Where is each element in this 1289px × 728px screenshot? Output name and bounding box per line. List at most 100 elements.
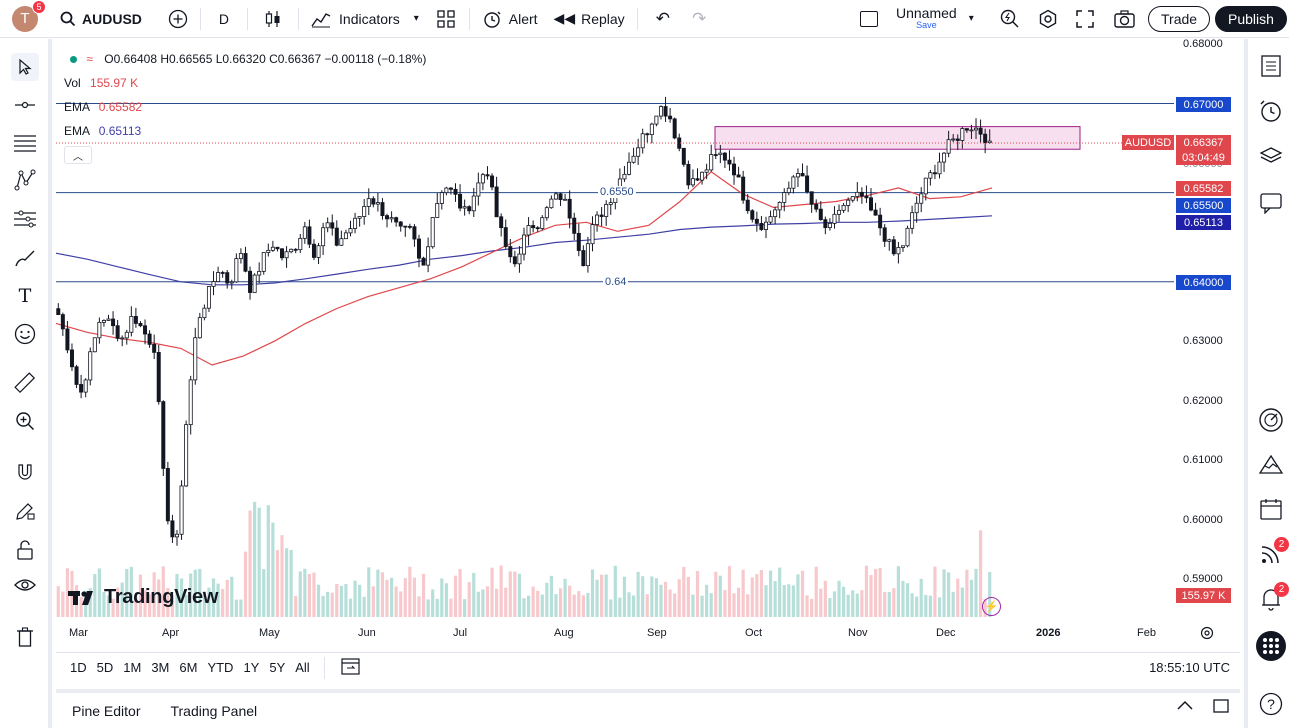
trend-line-tool-button[interactable] (11, 91, 39, 119)
candle-body (343, 232, 348, 240)
volume-bar (554, 594, 558, 617)
alert-button[interactable]: Alert (474, 0, 546, 38)
volume-bar (394, 586, 398, 617)
candle-body (321, 227, 326, 247)
date-range-bar: 1D 5D 1M 3M 6M YTD 1Y 5Y All 18:55:10 UT… (56, 652, 1240, 682)
fullscreen-button[interactable] (1068, 0, 1102, 38)
ema-slow-line[interactable] (55, 215, 993, 286)
emoji-tool-button[interactable] (11, 320, 39, 348)
range-5d-button[interactable]: 5D (96, 660, 114, 675)
candle-body (448, 187, 453, 190)
templates-button[interactable] (427, 0, 465, 38)
indicators-button[interactable]: Indicators ▾ (303, 0, 427, 38)
replay-button[interactable]: ◀◀ Replay (546, 0, 633, 38)
candle-body (681, 147, 686, 165)
undo-button[interactable]: ↶ (642, 0, 684, 38)
trading-panel-tab[interactable]: Trading Panel (170, 702, 258, 719)
user-avatar[interactable]: T 5 (12, 0, 46, 32)
snapshot-button[interactable] (1106, 0, 1143, 38)
time-tick: Jul (453, 627, 468, 639)
notifications-button[interactable]: 2 (1256, 582, 1289, 614)
candle-body (563, 198, 568, 201)
ema-fast-row[interactable]: EMA 0.65582 (64, 100, 142, 114)
data-window-button[interactable] (1256, 142, 1286, 172)
pattern-tool-button[interactable] (11, 166, 39, 194)
volume-bar (755, 574, 759, 617)
chats-button[interactable] (1256, 188, 1286, 218)
trade-button[interactable]: Trade (1148, 6, 1211, 32)
volume-bar (586, 592, 590, 617)
volume-bar (791, 585, 795, 617)
compare-symbol-button[interactable] (160, 0, 196, 38)
panel-expand-button[interactable] (1176, 699, 1194, 714)
collapse-legend-button[interactable]: ︿ (64, 146, 92, 164)
cursor-tool-button[interactable] (11, 53, 39, 81)
candle-body (257, 270, 262, 276)
chart-type-button[interactable] (252, 0, 294, 38)
prediction-tool-button[interactable] (11, 205, 39, 233)
interval-button[interactable]: D (205, 0, 243, 38)
range-1m-button[interactable]: 1M (123, 660, 142, 675)
goto-date-button[interactable] (341, 657, 361, 678)
candle-body (960, 128, 965, 141)
lock-button[interactable] (11, 536, 39, 564)
candle-body (800, 173, 805, 177)
candle-body (640, 133, 645, 149)
candle-body (531, 225, 536, 229)
measure-tool-button[interactable] (11, 369, 39, 397)
volume-bar (947, 572, 951, 617)
lock-drawings-edit-button[interactable] (11, 497, 39, 525)
utc-clock[interactable]: 18:55:10 UTC (1149, 660, 1230, 675)
redo-button[interactable]: ↷ (684, 0, 714, 38)
text-tool-button[interactable]: T (11, 282, 39, 310)
time-tick: Aug (554, 627, 574, 639)
magnet-tool-button[interactable] (11, 458, 39, 486)
settings-button[interactable] (1030, 0, 1066, 38)
scale-settings-button[interactable] (1200, 626, 1214, 643)
ideas-button[interactable] (1256, 449, 1286, 479)
quick-search-button[interactable] (992, 0, 1028, 38)
range-6m-button[interactable]: 6M (179, 660, 198, 675)
candle-body (211, 281, 216, 287)
apps-button[interactable] (1256, 631, 1286, 661)
volume-row[interactable]: Vol 155.97 K (64, 76, 138, 90)
signals-button[interactable]: 2 (1256, 537, 1289, 569)
watchlist-button[interactable] (1256, 51, 1286, 81)
volume-bar (508, 571, 512, 617)
bottom-panel: Pine Editor Trading Panel (56, 689, 1240, 728)
lightning-circle-icon[interactable]: ⚡ (982, 597, 1001, 616)
alerts-panel-button[interactable] (1256, 96, 1286, 126)
ema-slow-row[interactable]: EMA 0.65113 (64, 124, 141, 138)
zone-rectangle[interactable] (714, 126, 1081, 150)
svg-text:?: ? (1267, 696, 1275, 712)
candle-body (503, 227, 508, 247)
range-3m-button[interactable]: 3M (151, 660, 170, 675)
price-tick: 0.62000 (1183, 395, 1223, 407)
technicals-button[interactable] (1256, 405, 1286, 435)
pine-editor-tab[interactable]: Pine Editor (72, 702, 141, 719)
candle-body (152, 344, 157, 353)
calendar-button[interactable] (1256, 494, 1286, 524)
range-5y-button[interactable]: 5Y (269, 660, 286, 675)
candle-body (535, 227, 540, 230)
volume-bar (878, 567, 882, 617)
range-1d-button[interactable]: 1D (70, 660, 87, 675)
hide-drawings-button[interactable] (11, 571, 39, 599)
candle-body (284, 251, 289, 259)
zoom-tool-button[interactable] (11, 407, 39, 435)
help-button[interactable]: ? (1256, 689, 1286, 719)
range-ytd-button[interactable]: YTD (207, 660, 234, 675)
range-1y-button[interactable]: 1Y (243, 660, 260, 675)
ema-fast-line[interactable] (55, 171, 993, 366)
fib-tool-button[interactable] (11, 129, 39, 157)
price-tick: 0.68000 (1183, 38, 1223, 50)
range-all-button[interactable]: All (295, 660, 310, 675)
symbol-search-button[interactable]: AUDUSD (52, 0, 150, 38)
panel-maximize-button[interactable] (1212, 697, 1230, 718)
layout-button[interactable]: Unnamed Save ▾ (852, 0, 982, 38)
remove-drawings-button[interactable] (11, 623, 39, 651)
publish-button[interactable]: Publish (1215, 6, 1287, 32)
brush-tool-button[interactable] (11, 244, 39, 272)
candle-body (850, 196, 855, 201)
